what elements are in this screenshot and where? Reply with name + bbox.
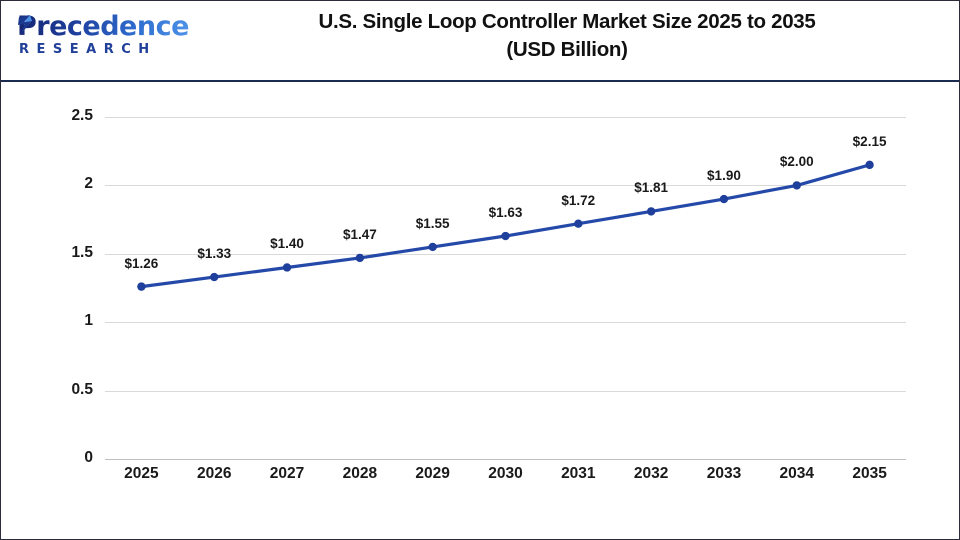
data-point-marker <box>865 160 874 170</box>
data-point-marker <box>719 194 729 204</box>
gridline <box>105 459 906 460</box>
data-point-label: $2.00 <box>779 154 814 170</box>
data-point-label: $1.90 <box>707 168 741 184</box>
x-axis-tick-label: 2032 <box>633 465 669 482</box>
gridline <box>105 253 906 255</box>
data-point-label: $1.40 <box>270 236 304 252</box>
data-point-label: $1.26 <box>124 255 159 271</box>
data-point-label: $1.47 <box>342 226 377 242</box>
chart-header: Precedence RESEARCH U.S. Single Loop Con… <box>1 1 959 82</box>
data-point-label: $1.33 <box>197 246 232 262</box>
precedence-p-mark-icon <box>18 14 35 36</box>
x-axis-tick-label: 2030 <box>488 465 523 482</box>
data-point-marker <box>210 272 219 282</box>
x-axis-tick-label: 2027 <box>269 465 305 482</box>
data-point-marker <box>428 242 437 252</box>
brand-subtitle: RESEARCH <box>19 42 157 57</box>
x-axis-tick-label: 2026 <box>196 465 232 482</box>
y-axis-tick-label: 2 <box>84 175 93 193</box>
line-chart: 0 0.5 1 1.5 2 2.5 2025 2026 2027 2028 2029 2030 203… <box>1 82 959 539</box>
data-point-marker <box>137 282 146 291</box>
x-axis-tick-label: 2034 <box>779 465 814 482</box>
data-point-label: $1.72 <box>561 192 596 208</box>
x-axis-tick-label: 2029 <box>415 465 450 482</box>
x-axis-tick-label: 2025 <box>124 465 159 482</box>
y-axis-tick-label: 1 <box>84 312 93 330</box>
y-axis-tick-label: 1.5 <box>71 243 93 261</box>
gridline <box>105 185 906 187</box>
gridline <box>105 390 906 392</box>
x-axis-tick-label: 2031 <box>561 465 596 482</box>
data-point-marker <box>574 219 583 228</box>
x-axis-tick-label: 2033 <box>706 465 742 482</box>
title-line-2: (USD Billion) <box>506 38 628 61</box>
data-point-label: $1.63 <box>488 205 523 221</box>
data-point-marker <box>646 207 656 216</box>
header-divider <box>1 80 959 82</box>
gridline <box>105 117 906 118</box>
data-point-marker <box>501 231 510 241</box>
data-point-marker <box>792 181 801 190</box>
gridline <box>105 322 906 324</box>
x-axis-tick-label: 2035 <box>852 465 887 482</box>
data-point-marker <box>282 263 292 272</box>
page-title: U.S. Single Loop Controller Market Size … <box>187 8 947 64</box>
y-axis-tick-label: 2.5 <box>71 107 93 124</box>
precedence-research-logo: Precedence RESEARCH <box>11 9 189 67</box>
x-axis-tick-label: 2028 <box>342 465 378 482</box>
data-point-label: $1.55 <box>415 215 450 231</box>
data-point-label: $1.81 <box>634 180 669 196</box>
data-point-marker <box>355 253 365 263</box>
brand-name: Precedence <box>17 11 189 42</box>
y-axis-tick-label: 0 <box>84 449 93 466</box>
data-point-label: $2.15 <box>852 133 887 149</box>
y-axis-tick-label: 0.5 <box>71 380 93 398</box>
series-plot <box>137 160 874 291</box>
title-line-1: U.S. Single Loop Controller Market Size … <box>318 10 816 33</box>
